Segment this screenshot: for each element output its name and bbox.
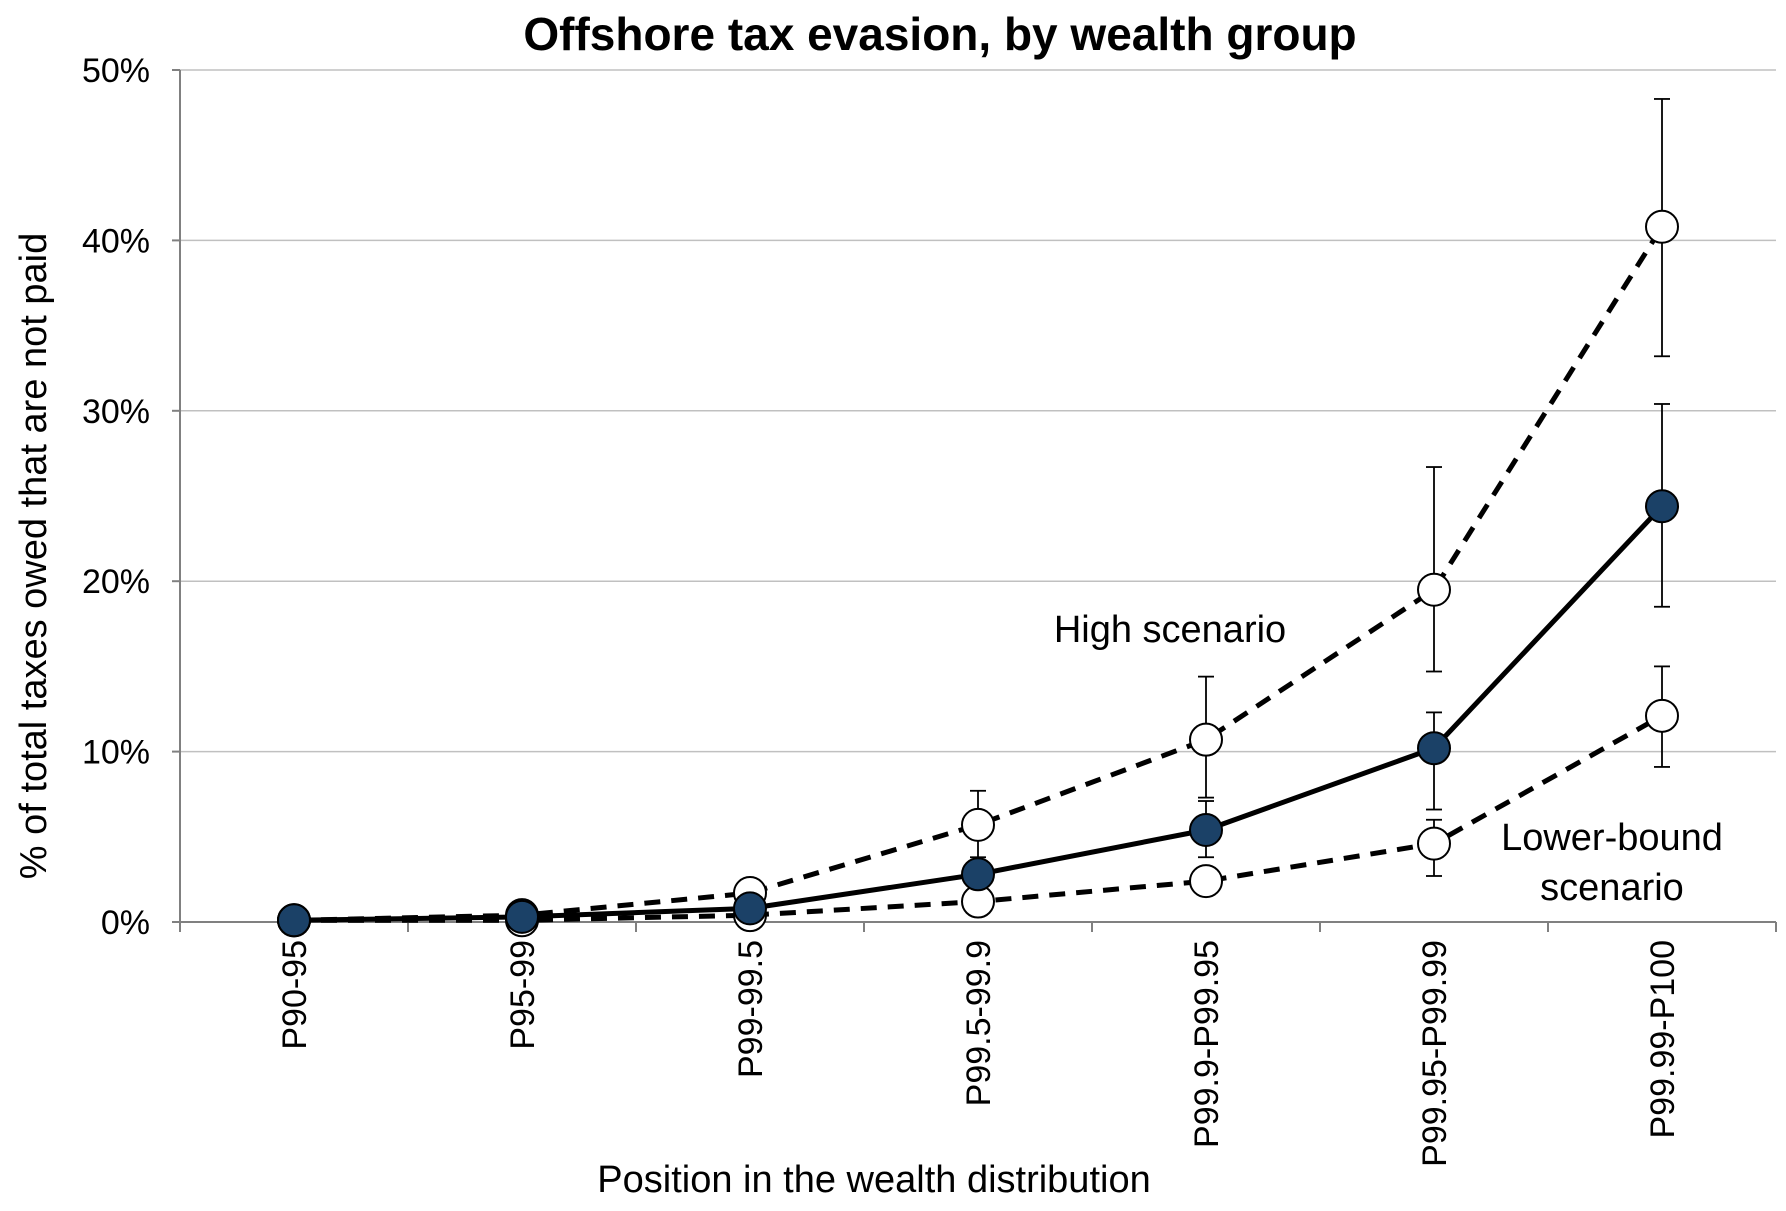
y-tick-label: 20% — [82, 563, 150, 601]
x-tick-label: P95-99 — [504, 940, 542, 1050]
annotation-line: scenario — [1540, 867, 1684, 909]
y-tick-label: 0% — [101, 904, 150, 942]
y-tick-label: 10% — [82, 734, 150, 772]
chart-title: Offshore tax evasion, by wealth group — [523, 8, 1356, 60]
error-bars — [970, 98, 1670, 877]
annotation-line: High scenario — [1054, 609, 1286, 651]
data-point-central — [1417, 731, 1451, 766]
x-tick-label: P99-99.5 — [732, 940, 770, 1078]
x-axis-label: Position in the wealth distribution — [597, 1159, 1150, 1201]
x-tick-label: P99.9-P99.95 — [1188, 940, 1226, 1148]
data-point-central — [1645, 489, 1679, 524]
data-point-central — [277, 903, 311, 938]
annotations: High scenario Lower-bound scenario — [1054, 609, 1723, 909]
x-tick-label: P99.99-P100 — [1644, 940, 1682, 1139]
data-point-central — [961, 857, 995, 892]
y-tick-label: 50% — [82, 52, 150, 90]
annotation-line: Lower-bound — [1501, 817, 1723, 859]
x-tick-label: P99.95-P99.99 — [1416, 940, 1454, 1167]
data-point-lower — [1645, 698, 1679, 733]
y-tick-labels: 0% 10% 20% 30% 40% 50% — [82, 52, 150, 942]
data-point-high — [1645, 209, 1679, 244]
data-point-central — [733, 891, 767, 926]
error-bar-high — [1426, 466, 1442, 673]
data-point-high — [1417, 572, 1451, 607]
x-tick-label: P99.5-99.9 — [960, 940, 998, 1106]
data-point-high — [961, 807, 995, 842]
x-tick-label: P90-95 — [276, 940, 314, 1050]
data-points — [277, 209, 1679, 938]
data-point-high — [1189, 722, 1223, 757]
data-point-lower — [1417, 826, 1451, 861]
data-point-central — [1189, 812, 1223, 847]
data-point-central — [505, 899, 539, 934]
y-tick-label: 30% — [82, 393, 150, 431]
axes — [172, 69, 1777, 932]
data-point-lower — [1189, 864, 1223, 899]
y-axis-label: % of total taxes owed that are not paid — [13, 233, 55, 879]
annotation-lower: Lower-bound scenario — [1501, 817, 1723, 909]
x-tick-labels: P90-95 P95-99 P99-99.5 P99.5-99.9 P99.9-P99.… — [276, 940, 1682, 1167]
y-tick-label: 40% — [82, 222, 150, 260]
annotation-high: High scenario — [1054, 609, 1286, 651]
gridlines — [180, 69, 1776, 753]
